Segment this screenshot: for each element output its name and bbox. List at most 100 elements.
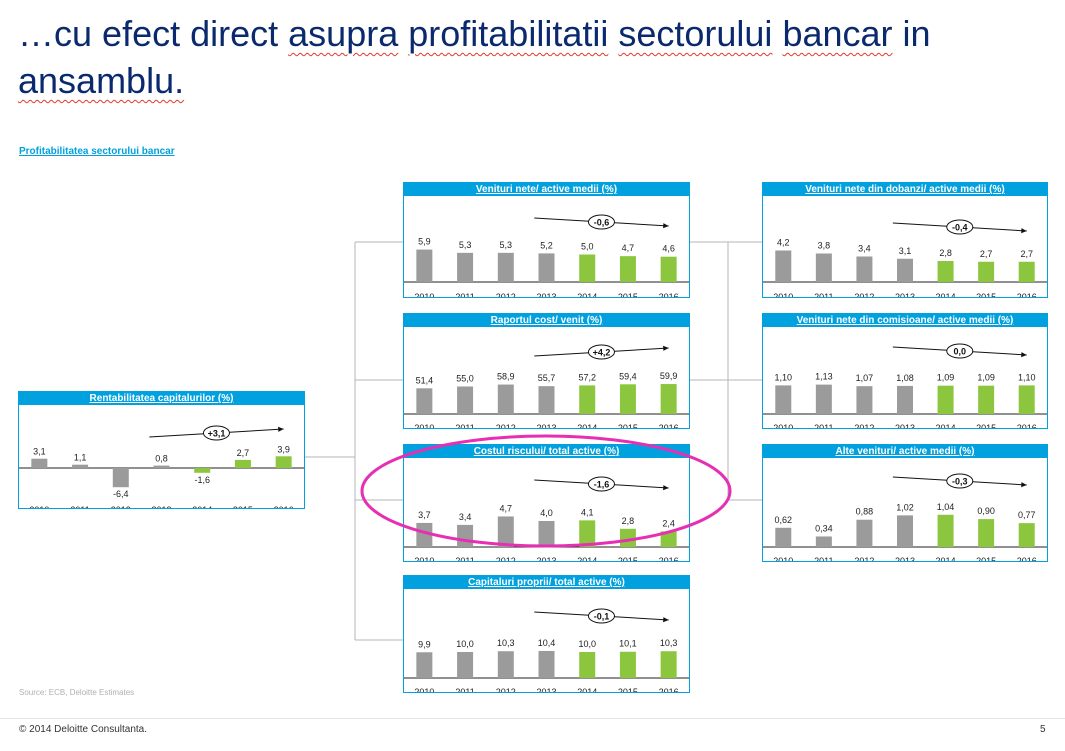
bar-2014 xyxy=(937,385,954,414)
category-label: 2015 xyxy=(976,423,996,428)
panel-title: Raportul cost/ venit (%) xyxy=(404,314,689,327)
category-label: 2014 xyxy=(577,423,597,428)
data-label: 0,88 xyxy=(856,507,874,517)
data-label: 0,8 xyxy=(155,454,168,464)
page-number: 5 xyxy=(1040,724,1046,735)
category-label: 2010 xyxy=(29,505,49,508)
data-label: 4,1 xyxy=(581,507,594,517)
category-label: 2011 xyxy=(70,505,89,508)
bar-2011 xyxy=(815,253,832,282)
category-label: 2016 xyxy=(659,292,679,297)
bar-2014 xyxy=(937,261,954,282)
data-label: 1,07 xyxy=(856,373,874,383)
data-label: 4,7 xyxy=(622,243,635,253)
category-label: 2010 xyxy=(773,292,793,297)
data-label: 5,9 xyxy=(418,237,431,247)
category-label: 2014 xyxy=(577,687,597,692)
category-label: 2015 xyxy=(618,423,638,428)
data-label: 1,09 xyxy=(977,373,995,383)
change-label: -0,6 xyxy=(594,218,610,228)
category-label: 2016 xyxy=(1017,556,1037,561)
bar-2013 xyxy=(897,515,913,547)
change-badge xyxy=(587,476,615,492)
bar-2012 xyxy=(497,384,514,414)
bar-2012 xyxy=(856,386,873,414)
bar-2013 xyxy=(538,650,555,678)
trend-arrow-head xyxy=(1021,352,1027,358)
chart-equity-assets: 9,9 2010 10,0 2011 10,3 2012 10,4 2013 10,0 2014 1… xyxy=(404,608,689,692)
bar-2016 xyxy=(1018,385,1035,414)
trend-arrow-head xyxy=(663,345,669,351)
category-label: 2013 xyxy=(895,556,915,561)
bar-2011 xyxy=(815,536,832,547)
bar-2010 xyxy=(31,458,48,468)
footer-divider xyxy=(0,718,1065,719)
slide-title: …cu efect direct asupra profitabilitatii… xyxy=(18,10,1058,104)
data-label: 3,8 xyxy=(818,241,831,251)
data-label: 4,6 xyxy=(662,244,675,254)
data-label: 2,7 xyxy=(1020,249,1033,259)
bar-2015 xyxy=(978,385,995,414)
category-label: 2016 xyxy=(1017,292,1037,297)
data-label: 10,0 xyxy=(578,639,596,649)
change-badge xyxy=(946,219,974,235)
bar-2014 xyxy=(937,514,954,547)
category-label: 2015 xyxy=(976,292,996,297)
panel-title: Alte venituri/ active medii (%) xyxy=(763,445,1047,458)
bar-2016 xyxy=(660,384,677,414)
bar-2015 xyxy=(978,519,995,547)
data-label: 57,2 xyxy=(578,372,596,382)
bar-2015 xyxy=(234,459,251,468)
bar-2011 xyxy=(815,384,832,414)
category-label: 2012 xyxy=(854,556,874,561)
chart-net-interest: 4,2 2010 3,8 2011 3,4 2012 3,1 2013 2,8 2014 2,7 20… xyxy=(763,219,1047,297)
panel-title: Venituri nete din comisioane/ active med… xyxy=(763,314,1047,327)
bar-2010 xyxy=(416,388,433,414)
data-label: 10,0 xyxy=(456,639,474,649)
bar-2016 xyxy=(660,651,677,678)
data-label: 3,4 xyxy=(858,244,871,254)
category-label: 2014 xyxy=(577,556,597,561)
data-label: 2,4 xyxy=(662,518,675,528)
trend-arrow-head xyxy=(663,223,669,229)
chart-net-fees: 1,10 2010 1,13 2011 1,07 2012 1,08 2013 1,09 2014… xyxy=(763,343,1047,428)
data-label: 2,7 xyxy=(980,249,993,259)
category-label: 2012 xyxy=(496,292,516,297)
category-label: 2013 xyxy=(536,556,556,561)
category-label: 2014 xyxy=(936,556,956,561)
chart-net-revenue: 5,9 2010 5,3 2011 5,3 2012 5,2 2013 5,0 2014 4,7 20… xyxy=(404,214,689,297)
bar-2016 xyxy=(1018,261,1035,282)
bar-2012 xyxy=(497,516,514,547)
panel-title: Venituri nete/ active medii (%) xyxy=(404,183,689,196)
data-label: 1,13 xyxy=(815,372,833,382)
change-badge xyxy=(587,214,615,230)
chart-other-income: 0,62 2010 0,34 2011 0,88 2012 1,02 2013 1,04 2014… xyxy=(763,473,1047,561)
trend-arrow-head xyxy=(278,426,284,432)
change-badge xyxy=(587,608,615,624)
panel-other-income: Alte venituri/ active medii (%) 0,62 2010… xyxy=(762,444,1048,562)
category-label: 2011 xyxy=(455,423,474,428)
data-label: 1,10 xyxy=(775,372,793,382)
bar-2013 xyxy=(538,386,555,414)
data-label: 1,09 xyxy=(937,373,955,383)
category-label: 2012 xyxy=(496,556,516,561)
panel-net-revenue: Venituri nete/ active medii (%) 5,9 2010 5… xyxy=(403,182,690,298)
panel-roe: Rentabilitatea capitalurilor (%) 3,1 2010… xyxy=(18,391,305,509)
data-label: 10,4 xyxy=(538,638,556,648)
bar-2011 xyxy=(457,252,474,282)
data-label: 1,1 xyxy=(74,453,87,463)
category-label: 2015 xyxy=(618,687,638,692)
trend-arrow-head xyxy=(663,617,669,623)
bar-2016 xyxy=(1018,523,1035,547)
data-label: 58,9 xyxy=(497,372,515,382)
data-label: 55,0 xyxy=(456,374,474,384)
data-label: 3,4 xyxy=(459,512,472,522)
category-label: 2013 xyxy=(895,292,915,297)
category-label: 2013 xyxy=(536,423,556,428)
bar-2010 xyxy=(416,522,433,547)
panel-net-fees: Venituri nete din comisioane/ active med… xyxy=(762,313,1048,429)
bar-2013 xyxy=(153,465,170,468)
category-label: 2011 xyxy=(455,292,474,297)
bar-2010 xyxy=(416,652,433,678)
data-label: 3,9 xyxy=(277,444,290,454)
